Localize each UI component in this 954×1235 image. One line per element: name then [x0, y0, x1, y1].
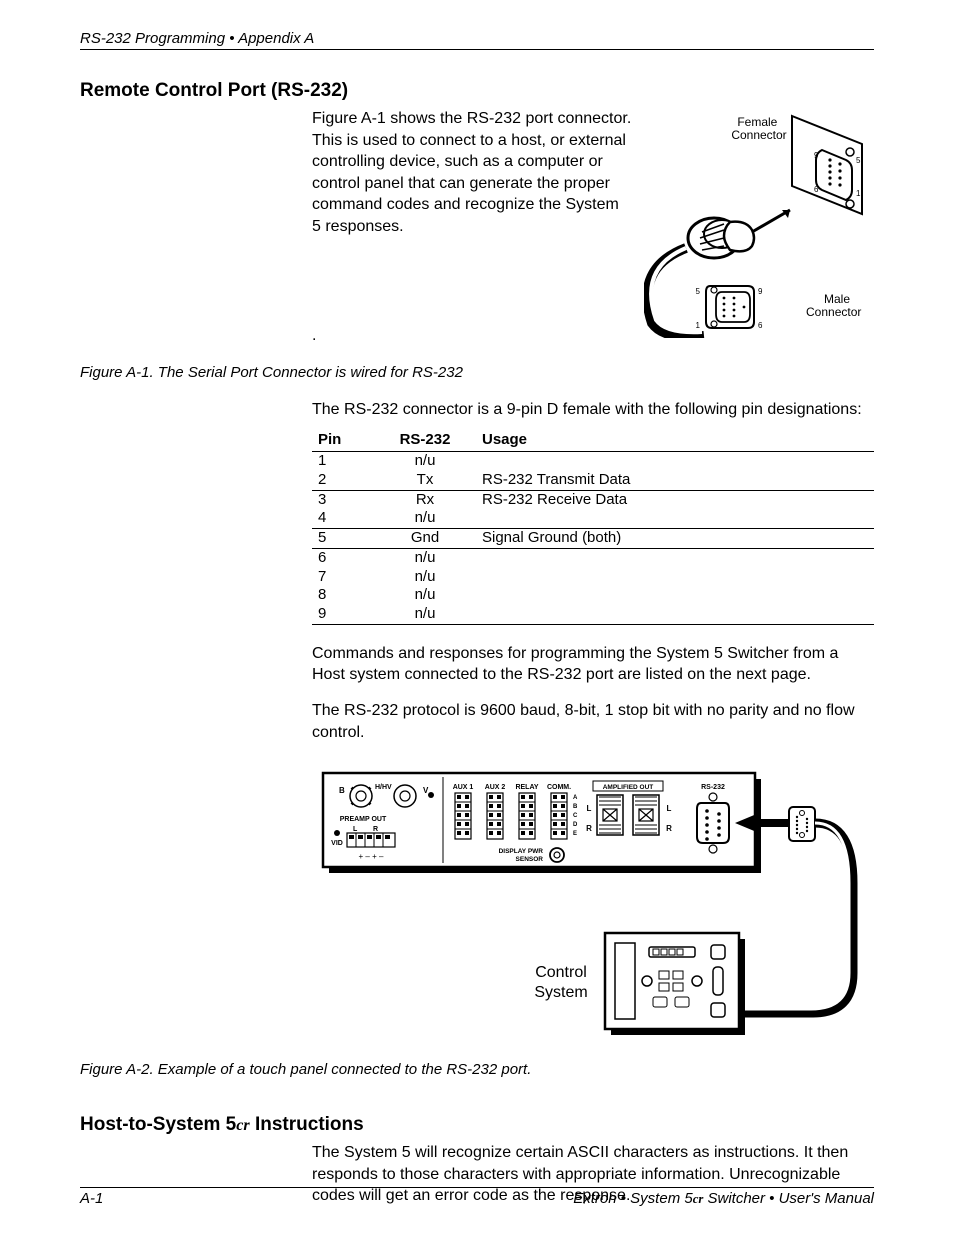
cell-pin: 5: [312, 529, 374, 549]
cell-rs232: n/u: [374, 605, 476, 624]
intro-text: Figure A-1 shows the RS-232 port connect…: [312, 108, 632, 345]
footer-left: A-1: [80, 1190, 103, 1207]
table-row: 4n/u: [312, 509, 874, 528]
svg-text:L: L: [353, 826, 358, 833]
cell-pin: 1: [312, 452, 374, 471]
svg-text:AUX 2: AUX 2: [485, 784, 506, 791]
pin-intro: The RS-232 connector is a 9-pin D female…: [312, 399, 874, 421]
table-row: 1n/u: [312, 452, 874, 471]
cell-pin: 9: [312, 605, 374, 624]
cell-rs232: Rx: [374, 490, 476, 509]
svg-text:H/HV: H/HV: [375, 784, 392, 791]
pin-6-label: 6: [814, 185, 819, 194]
cell-rs232: n/u: [374, 548, 476, 567]
cell-pin: 7: [312, 568, 374, 587]
female-connector-label: Female Connector: [731, 115, 786, 142]
table-row: 3RxRS-232 Receive Data: [312, 490, 874, 509]
section2-title-post: Instructions: [250, 1114, 364, 1135]
protocol-para: The RS-232 protocol is 9600 baud, 8-bit,…: [312, 700, 874, 743]
svg-text:R: R: [586, 824, 592, 833]
svg-text:D: D: [573, 822, 578, 828]
section2-title-cr: cr: [236, 1117, 249, 1134]
table-row: 5GndSignal Ground (both): [312, 529, 874, 549]
pin-9-label: 9: [814, 151, 819, 160]
pin-1b-label: 1: [696, 321, 701, 330]
svg-text:E: E: [573, 831, 577, 837]
cell-usage: [476, 568, 874, 587]
svg-text:R: R: [666, 824, 672, 833]
cell-pin: 2: [312, 471, 374, 490]
cell-rs232: Gnd: [374, 529, 476, 549]
svg-text:Control: Control: [535, 964, 587, 981]
cell-pin: 6: [312, 548, 374, 567]
section2-title: Host-to-System 5cr Instructions: [80, 1114, 874, 1136]
cell-usage: Signal Ground (both): [476, 529, 874, 549]
cell-usage: [476, 605, 874, 624]
cell-usage: [476, 548, 874, 567]
svg-text:AMPLIFIED OUT: AMPLIFIED OUT: [603, 784, 654, 791]
th-usage: Usage: [476, 429, 874, 452]
figure-a1-caption: Figure A-1. The Serial Port Connector is…: [80, 364, 874, 381]
svg-text:R: R: [373, 826, 378, 833]
pin-6b-label: 6: [758, 321, 763, 330]
svg-text:DISPLAY PWR: DISPLAY PWR: [499, 848, 544, 855]
svg-text:L: L: [587, 804, 592, 813]
cell-usage: RS-232 Transmit Data: [476, 471, 874, 490]
pin-9b-label: 9: [758, 287, 763, 296]
running-header: RS-232 Programming • Appendix A: [80, 30, 874, 50]
figure-a2-wrap: B H/HV V PREAMP OUT L R VID: [312, 763, 874, 1043]
svg-text:A: A: [573, 795, 578, 801]
table-row: 2TxRS-232 Transmit Data: [312, 471, 874, 490]
figure-a1-svg: 9 6 5 1 Female Connector: [644, 108, 874, 338]
svg-text:PREAMP OUT: PREAMP OUT: [340, 816, 387, 823]
th-pin: Pin: [312, 429, 374, 452]
cell-pin: 4: [312, 509, 374, 528]
cell-usage: [476, 452, 874, 471]
cell-pin: 8: [312, 586, 374, 605]
svg-text:B: B: [573, 804, 578, 810]
svg-text:AUX 1: AUX 1: [453, 784, 474, 791]
pin-5-label: 5: [856, 156, 861, 165]
table-row: 7n/u: [312, 568, 874, 587]
cell-usage: [476, 509, 874, 528]
commands-para: Commands and responses for programming t…: [312, 643, 874, 686]
cell-rs232: n/u: [374, 586, 476, 605]
table-row: 9n/u: [312, 605, 874, 624]
svg-text:COMM.: COMM.: [547, 784, 571, 791]
pin-table-wrap: Pin RS-232 Usage 1n/u2TxRS-232 Transmit …: [312, 429, 874, 625]
cell-rs232: n/u: [374, 568, 476, 587]
section1-title: Remote Control Port (RS-232): [80, 80, 874, 102]
cell-usage: RS-232 Receive Data: [476, 490, 874, 509]
pin-table: Pin RS-232 Usage 1n/u2TxRS-232 Transmit …: [312, 429, 874, 625]
svg-text:RS-232: RS-232: [701, 784, 725, 791]
figure-a2-caption: Figure A-2. Example of a touch panel con…: [80, 1061, 874, 1078]
svg-text:SENSOR: SENSOR: [516, 856, 544, 863]
pin-1-label: 1: [856, 189, 861, 198]
cell-rs232: Tx: [374, 471, 476, 490]
connector-figure: 9 6 5 1 Female Connector: [644, 108, 874, 345]
svg-text:L: L: [667, 804, 672, 813]
cell-rs232: n/u: [374, 509, 476, 528]
svg-text:VID: VID: [331, 840, 343, 847]
cell-pin: 3: [312, 490, 374, 509]
svg-text:V: V: [423, 786, 429, 795]
page: RS-232 Programming • Appendix A Remote C…: [0, 0, 954, 1235]
cell-rs232: n/u: [374, 452, 476, 471]
th-rs232: RS-232: [374, 429, 476, 452]
section2-title-pre: Host-to-System 5: [80, 1114, 236, 1135]
footer: A-1 Extron • System 5cr Switcher • User'…: [80, 1187, 874, 1207]
table-row: 6n/u: [312, 548, 874, 567]
svg-text:C: C: [573, 813, 578, 819]
intro-row: Figure A-1 shows the RS-232 port connect…: [312, 108, 874, 345]
svg-text:B: B: [339, 786, 345, 795]
figure-a2-svg: B H/HV V PREAMP OUT L R VID: [313, 763, 873, 1043]
cell-usage: [476, 586, 874, 605]
svg-text:RELAY: RELAY: [515, 784, 538, 791]
footer-right: Extron • System 5cr Switcher • User's Ma…: [573, 1190, 874, 1207]
table-row: 8n/u: [312, 586, 874, 605]
male-connector-label: Male Connector: [806, 292, 861, 319]
svg-text:System: System: [534, 984, 587, 1001]
svg-text:+ – + –: + – + –: [359, 852, 384, 861]
pin-5b-label: 5: [696, 287, 701, 296]
